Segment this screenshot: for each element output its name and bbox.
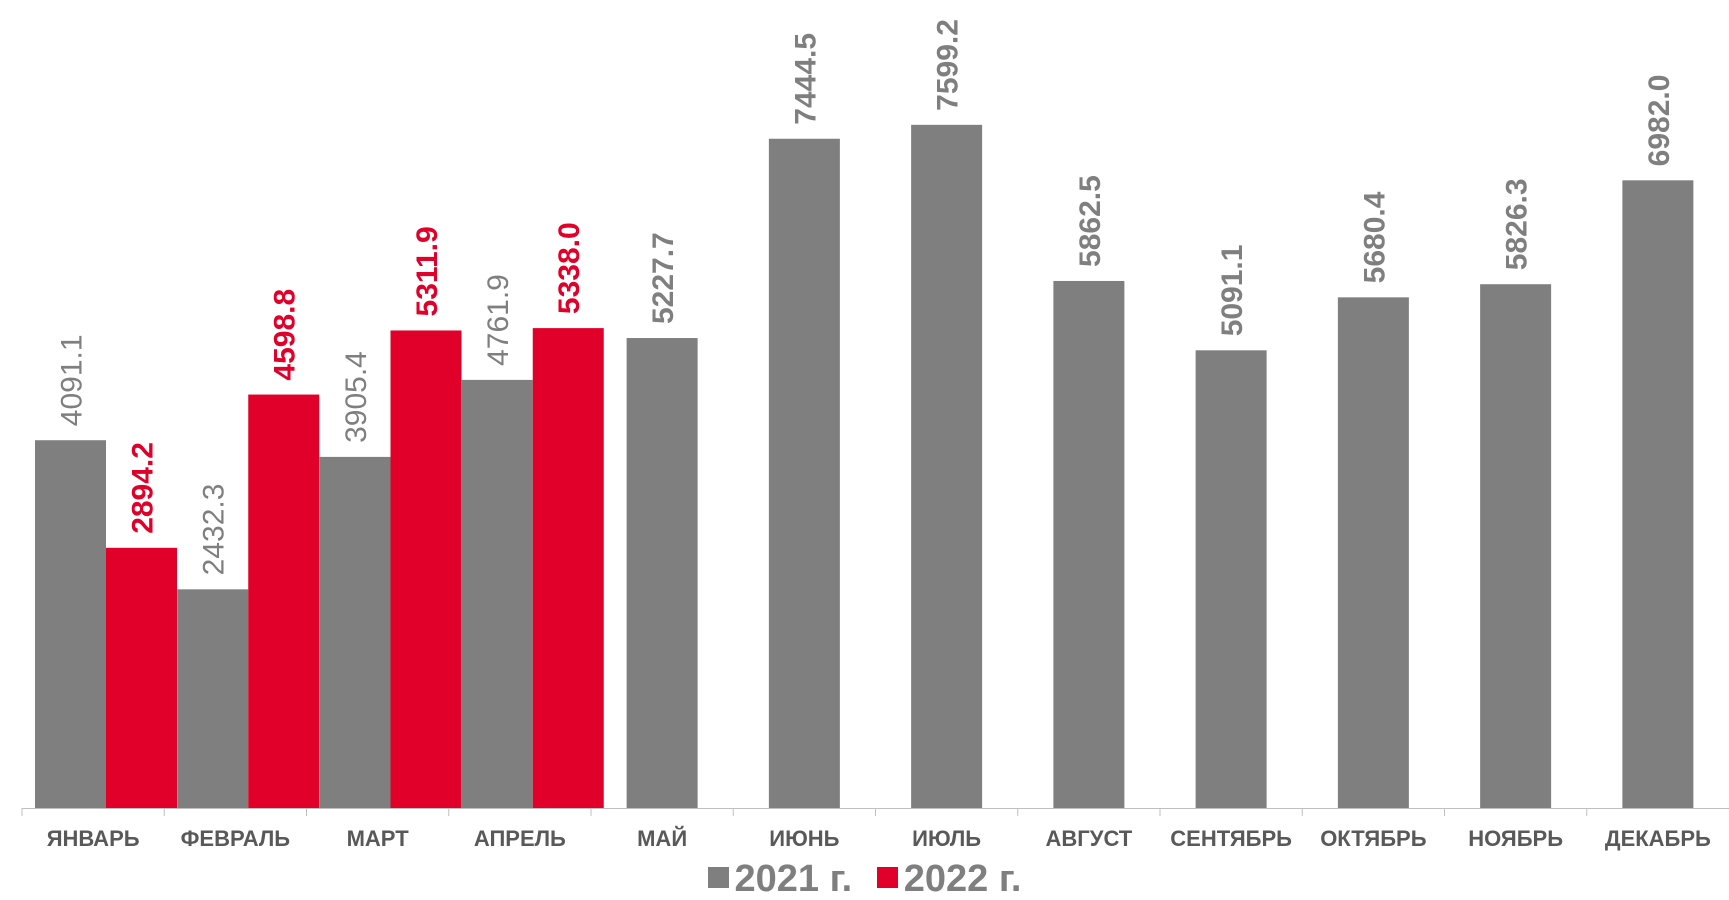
data-label-2021-m5: 5227.7 (647, 232, 680, 324)
x-tick-label: ЯНВАРЬ (47, 826, 140, 851)
legend-swatch-2022 (876, 866, 898, 888)
x-tick-label: АВГУСТ (1046, 826, 1133, 851)
bar-2021-m5 (626, 338, 698, 808)
x-tick-label: ИЮЛЬ (912, 826, 981, 851)
legend-swatch-2021 (707, 866, 729, 888)
x-tick-label: НОЯБРЬ (1468, 826, 1563, 851)
bar-2021-m9 (1195, 350, 1267, 808)
bar-2021-m11 (1480, 284, 1552, 808)
data-label-2021-m8: 5862.5 (1074, 175, 1107, 267)
data-label-2021-m12: 6982.0 (1643, 75, 1676, 167)
bars-layer (35, 124, 1694, 809)
x-axis: ЯНВАРЬ ФЕВРАЛЬ МАРТ АПРЕЛЬ МАЙ ИЮНЬ ИЮЛЬ АВГУСТ… (21, 808, 1729, 851)
legend: 2021 г. 2022 г. (0, 858, 1729, 898)
bar-2021-m8 (1053, 280, 1125, 808)
bar-2022-m1 (106, 547, 177, 808)
bar-2021-m3 (319, 456, 391, 808)
data-label-2021-m4: 4761.9 (482, 274, 515, 366)
legend-item-2021: 2021 г. (707, 857, 853, 900)
bar-2021-m1 (35, 440, 106, 808)
x-tick-label: ИЮНЬ (769, 826, 839, 851)
data-label-2021-m11: 5826.3 (1501, 178, 1534, 270)
legend-label-2021: 2021 г. (734, 857, 853, 900)
bar-2022-m3 (390, 330, 462, 808)
data-label-2022-m3: 5311.9 (411, 226, 444, 316)
legend-label-2022: 2022 г. (903, 857, 1022, 900)
x-tick-label: МАРТ (347, 826, 410, 851)
data-labels-layer: 4091.1 2894.2 2432.3 4598.8 3905.4 5311.9 4761… (56, 19, 1676, 575)
bar-2022-m2 (248, 394, 320, 808)
data-label-2021-m10: 5680.4 (1358, 191, 1391, 283)
bar-2021-m2 (177, 589, 249, 808)
bar-2021-m4 (461, 379, 533, 808)
x-tick-label: ФЕВРАЛЬ (181, 826, 291, 851)
bar-2021-m7 (911, 124, 983, 809)
bar-2021-m10 (1337, 297, 1409, 808)
x-tick-label: ОКТЯБРЬ (1320, 826, 1427, 851)
x-tick-label: СЕНТЯБРЬ (1170, 826, 1292, 851)
bar-2021-m12 (1622, 180, 1694, 808)
data-label-2021-m7: 7599.2 (932, 19, 965, 111)
data-label-2021-m9: 5091.1 (1216, 245, 1249, 337)
x-tick-label: МАЙ (637, 826, 687, 851)
bar-2022-m4 (532, 328, 604, 808)
legend-item-2022: 2022 г. (876, 857, 1022, 900)
x-tick-label: АПРЕЛЬ (474, 826, 566, 851)
data-label-2021-m3: 3905.4 (340, 351, 373, 443)
data-label-2022-m1: 2894.2 (127, 442, 160, 534)
data-label-2022-m2: 4598.8 (269, 289, 302, 381)
data-label-2022-m4: 5338.0 (553, 222, 586, 314)
data-label-2021-m1: 4091.1 (56, 334, 89, 426)
bar-2021-m6 (768, 138, 840, 809)
data-label-2021-m6: 7444.5 (789, 33, 822, 125)
x-tick-label: ДЕКАБРЬ (1605, 826, 1711, 851)
data-label-2021-m2: 2432.3 (198, 484, 231, 576)
